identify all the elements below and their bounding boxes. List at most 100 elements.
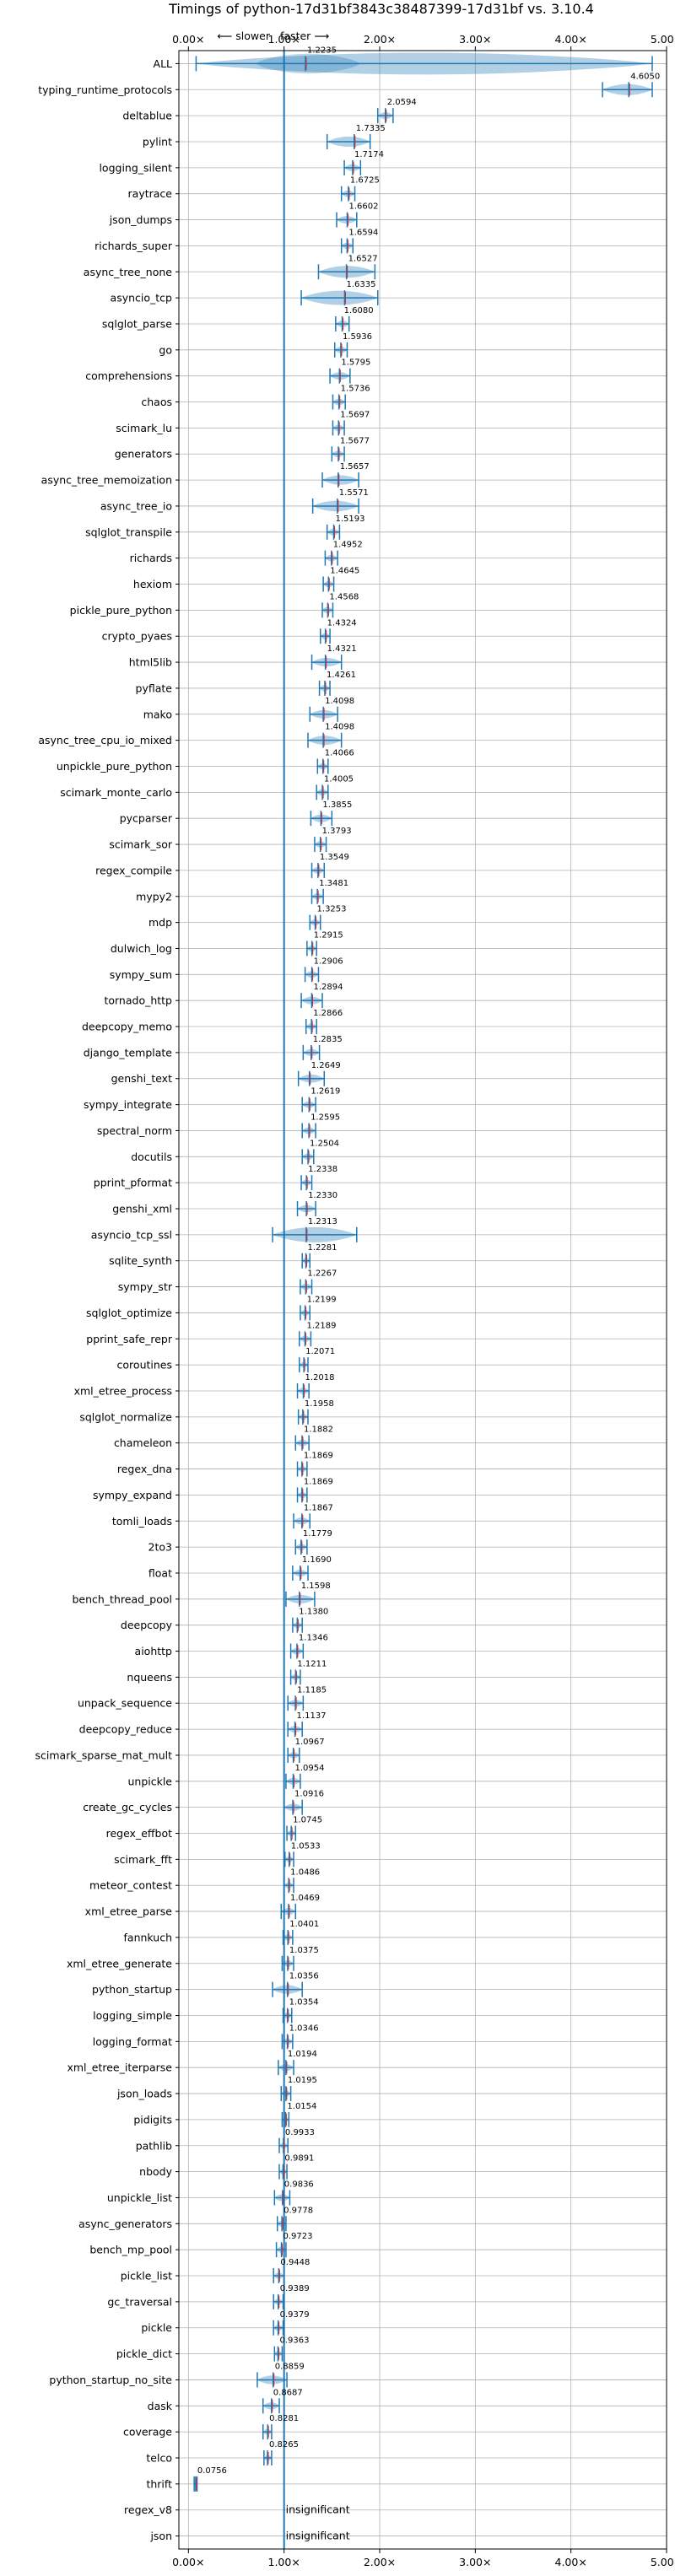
value-label: 0.9379 [280,2310,310,2320]
category-label: pickle_list [121,2270,172,2282]
value-label: 0.8265 [269,2440,299,2449]
value-label: 0.0756 [197,2466,227,2476]
category-label: xml_etree_parse [85,1905,173,1918]
category-label: sqlglot_optimize [86,1307,172,1319]
value-label: 1.2338 [308,1165,338,1174]
value-label: 1.0195 [288,2076,317,2085]
value-label: 1.0486 [290,1867,320,1877]
value-label: 1.3793 [322,827,352,836]
value-label: 1.3549 [320,853,349,862]
category-label: unpickle_list [107,2191,172,2204]
category-label: raytrace [128,187,173,200]
category-label: deltablue [122,110,172,122]
category-label: python_startup [92,1983,172,1996]
category-label: mdp [148,916,172,929]
category-label: nqueens [127,1671,172,1684]
category-label: pprint_pformat [94,1177,172,1189]
category-label: go [159,343,172,356]
value-label: 1.7335 [356,124,386,133]
faster-direction-label: faster ⟶ [280,30,329,42]
value-label: 0.9363 [279,2336,309,2346]
category-label: json_loads [116,2088,172,2100]
category-label: scimark_monte_carlo [60,786,172,799]
category-label: sqlglot_normalize [79,1410,172,1423]
category-label: pidigits [133,2113,172,2126]
category-label: deepcopy_reduce [79,1723,173,1736]
category-label: richards_super [94,240,173,252]
category-label: django_template [84,1046,173,1059]
category-label: crypto_pyaes [102,630,172,643]
value-label: 1.4066 [325,749,354,758]
category-label: tomli_loads [112,1515,172,1528]
category-label: genshi_xml [112,1203,172,1215]
category-label: coroutines [117,1359,172,1372]
value-label: 1.2267 [307,1269,337,1279]
value-label: 1.2915 [314,931,343,940]
category-label: chameleon [114,1436,172,1449]
category-label: docutils [131,1151,172,1163]
value-label: 1.0469 [290,1894,320,1903]
category-label: logging_simple [93,2009,172,2022]
chart-title: Timings of python-17d31bf3843c38487399-1… [168,1,594,17]
category-label: scimark_fft [114,1853,172,1866]
category-label: regex_v8 [124,2503,172,2516]
value-label: 1.0194 [288,2050,317,2059]
category-label: xml_etree_iterparse [67,2061,172,2074]
category-label: regex_effbot [106,1827,172,1840]
x-tick-label-bottom: 1.00× [268,2556,300,2568]
value-label: 1.0916 [294,1790,324,1799]
category-label: asyncio_tcp [111,292,173,304]
value-label: 1.4568 [329,592,359,601]
value-label: 1.1958 [305,1399,334,1409]
x-tick-label-top: 4.00× [555,33,587,46]
value-label: 1.6725 [350,176,380,186]
category-label: json [149,2530,172,2542]
value-label: 1.5697 [340,410,370,419]
grid-layer [179,51,667,2549]
value-label: 1.5193 [336,515,365,524]
category-label: nbody [139,2165,172,2178]
value-label: 1.0375 [289,1946,319,1955]
x-tick-label-bottom: 5.00× [651,2556,675,2568]
value-label: 1.0401 [289,1920,319,1929]
value-label: 1.2071 [305,1347,335,1356]
category-label: typing_runtime_protocols [38,84,172,96]
value-label: 1.4005 [324,774,354,784]
value-label: 1.3855 [322,800,352,810]
value-label: 1.5571 [339,488,369,498]
category-label: async_tree_memoization [41,474,172,487]
value-label: 1.6594 [348,228,378,237]
value-label: 1.7174 [354,150,384,159]
category-label: thrift [146,2477,172,2490]
category-label: pickle_pure_python [70,604,172,617]
category-label: dulwich_log [111,942,172,955]
category-label: async_tree_cpu_io_mixed [38,734,172,746]
category-label: create_gc_cycles [83,1801,172,1813]
category-label: scimark_sor [109,838,172,851]
value-label: 1.4645 [330,567,359,576]
value-label: 0.8859 [275,2362,305,2371]
value-label: 4.6050 [630,72,660,81]
value-label: 1.0967 [295,1738,325,1747]
category-label: mako [143,708,172,720]
category-label: pylint [143,135,172,148]
category-label: deepcopy [121,1619,173,1631]
category-label: spectral_norm [97,1124,172,1137]
value-label: 1.3481 [319,879,348,888]
category-label: logging_format [93,2035,172,2048]
axes-layer: 0.00× 0.00× 1.00× 1.00× 2.00× 2.00× 3.00× 3.00×… [35,33,675,2568]
value-label: 1.2866 [313,1009,343,1018]
category-label: logging_silent [99,161,172,174]
value-label: 0.9448 [280,2258,310,2267]
plot-frame [178,50,667,2550]
value-label: 1.0954 [294,1764,324,1773]
category-label: meteor_contest [89,1879,172,1892]
value-label: 1.2281 [308,1243,338,1253]
x-tick-label-top: 2.00× [364,33,396,46]
value-label: 1.1690 [302,1555,332,1565]
category-label: float [148,1566,172,1579]
value-label: 1.2595 [310,1113,340,1122]
category-label: chaos [141,396,172,408]
